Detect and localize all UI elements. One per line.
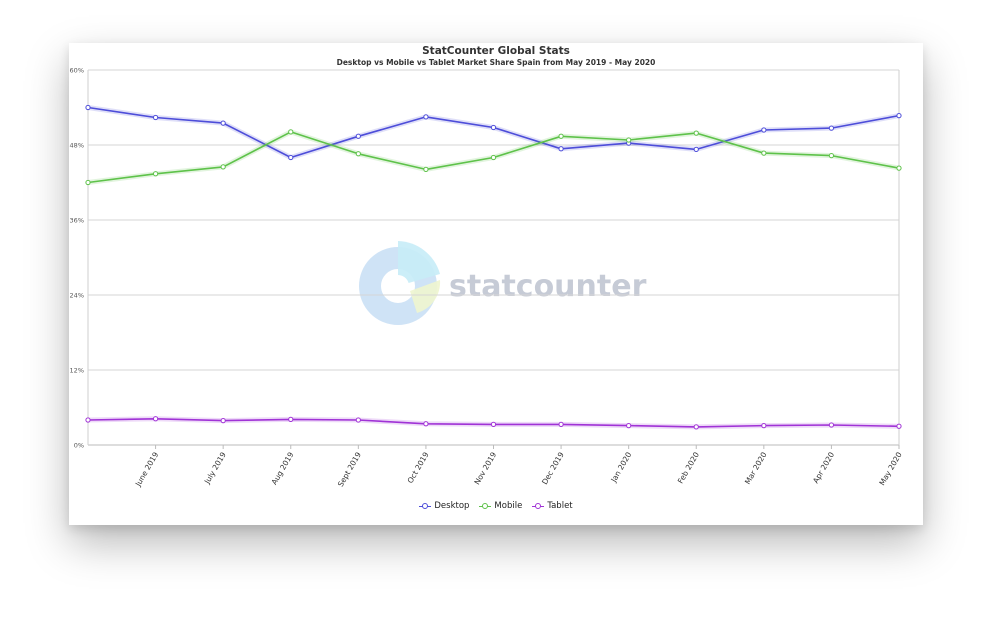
watermark-logo-segment: [410, 280, 441, 313]
x-tick-label: Nov 2019: [472, 450, 498, 486]
data-point[interactable]: [828, 153, 835, 159]
y-tick-label: 12%: [70, 366, 84, 374]
data-point[interactable]: [896, 165, 902, 171]
x-tick-label: Mar 2020: [743, 450, 769, 486]
x-tick-label: Oct 2019: [406, 450, 431, 485]
data-point[interactable]: [693, 146, 699, 152]
series-desktop: [85, 104, 902, 161]
data-point[interactable]: [423, 166, 429, 172]
data-point[interactable]: [152, 171, 159, 177]
data-point[interactable]: [896, 113, 902, 119]
watermark-text: statcounter: [449, 269, 647, 304]
data-point[interactable]: [85, 179, 91, 186]
data-point[interactable]: [558, 146, 564, 152]
data-point[interactable]: [896, 423, 902, 429]
line-chart: statcounter 0%12%24%36%48%60% June 2019 J…: [70, 66, 904, 489]
data-point[interactable]: [626, 137, 632, 143]
data-point[interactable]: [626, 423, 632, 429]
data-point[interactable]: [288, 416, 294, 422]
data-point[interactable]: [490, 124, 497, 131]
series-tablet: [85, 416, 902, 430]
series-line-glow: [87, 105, 900, 160]
statcounter-watermark: statcounter: [359, 241, 647, 325]
watermark-logo-hole: [387, 275, 409, 297]
data-point[interactable]: [355, 417, 361, 423]
legend-marker-icon: [479, 502, 492, 510]
legend-marker-icon: [532, 502, 545, 510]
data-point[interactable]: [355, 151, 361, 157]
x-tick-label: June 2019: [133, 450, 160, 488]
y-tick-label: 36%: [70, 216, 84, 224]
data-point[interactable]: [355, 133, 361, 139]
data-point[interactable]: [152, 416, 159, 422]
data-point[interactable]: [85, 104, 91, 111]
data-point[interactable]: [693, 130, 699, 136]
legend-item-tablet[interactable]: Tablet: [532, 501, 573, 511]
x-tick-label: Feb 2020: [676, 450, 701, 485]
legend: Desktop Mobile Tablet: [69, 501, 923, 511]
series-mobile: [85, 129, 902, 186]
chart-card: StatCounter Global Stats Desktop vs Mobi…: [69, 43, 923, 525]
y-tick-label: 48%: [70, 141, 84, 149]
series-line: [87, 106, 900, 159]
data-point[interactable]: [288, 154, 294, 161]
data-point[interactable]: [558, 133, 564, 139]
y-tick-label: 0%: [74, 441, 84, 449]
x-tick-label: May 2020: [877, 450, 903, 487]
y-tick-label: 24%: [70, 291, 84, 299]
data-point[interactable]: [761, 423, 767, 429]
x-tick-label: Apr 2020: [811, 450, 836, 485]
data-point[interactable]: [152, 114, 159, 121]
data-point[interactable]: [85, 417, 91, 423]
series-layer: [85, 104, 902, 430]
data-point[interactable]: [558, 421, 564, 427]
legend-label: Desktop: [434, 501, 470, 511]
data-point[interactable]: [761, 127, 767, 133]
data-point[interactable]: [490, 421, 497, 427]
data-point[interactable]: [423, 114, 429, 120]
legend-item-mobile[interactable]: Mobile: [479, 501, 522, 511]
y-axis: 0% 12% 24% 36% 48% 60%: [70, 66, 84, 449]
x-axis: June 2019 July 2019 Aug 2019 Sept 2019 Oct 2…: [133, 445, 904, 489]
data-point[interactable]: [423, 421, 429, 427]
chart-subtitle: Desktop vs Mobile vs Tablet Market Share…: [336, 58, 656, 67]
data-point[interactable]: [220, 120, 226, 126]
legend-item-desktop[interactable]: Desktop: [419, 501, 469, 511]
chart-title: StatCounter Global Stats: [422, 45, 570, 57]
data-point[interactable]: [761, 150, 767, 156]
x-tick-label: Jan 2020: [609, 450, 634, 484]
x-tick-label: Aug 2019: [270, 450, 296, 486]
watermark-logo-segment: [398, 241, 440, 286]
data-point[interactable]: [693, 424, 699, 430]
data-point[interactable]: [828, 422, 835, 428]
data-point[interactable]: [828, 125, 835, 131]
x-tick-label: Dec 2019: [540, 450, 566, 486]
x-tick-label: Sept 2019: [336, 450, 363, 488]
legend-label: Mobile: [494, 501, 523, 511]
legend-marker-icon: [419, 502, 432, 510]
data-point[interactable]: [220, 418, 226, 424]
legend-label: Tablet: [547, 501, 573, 511]
data-point[interactable]: [288, 129, 294, 135]
y-tick-label: 60%: [70, 66, 84, 74]
data-point[interactable]: [490, 154, 497, 161]
data-point[interactable]: [220, 164, 226, 170]
x-tick-label: July 2019: [202, 450, 228, 486]
